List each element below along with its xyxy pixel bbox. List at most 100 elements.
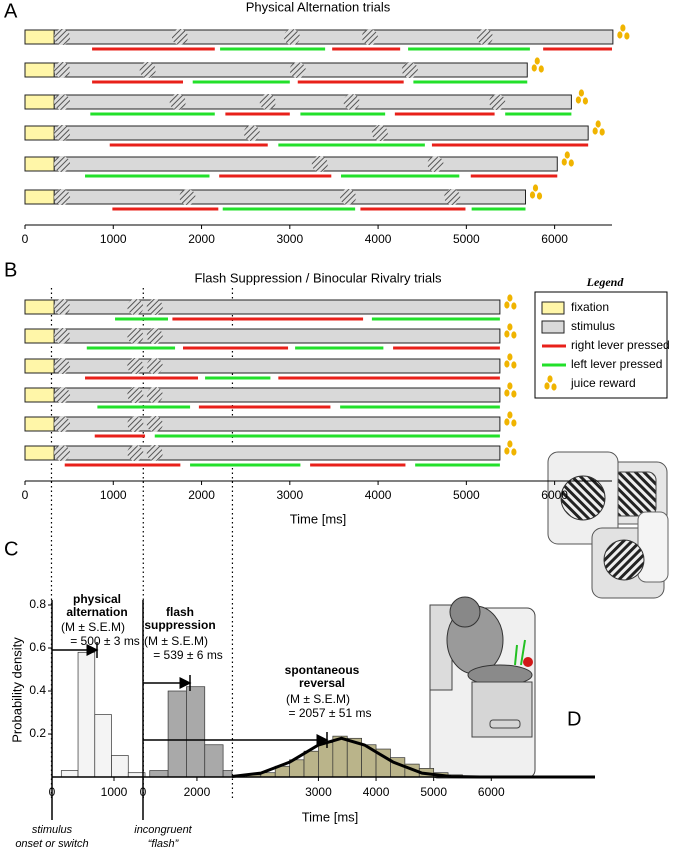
juice-icon bbox=[592, 120, 605, 136]
juice-drop bbox=[531, 64, 537, 72]
juice-drop bbox=[504, 330, 510, 338]
y-tick-label: 0.2 bbox=[29, 726, 46, 740]
switch-marker bbox=[371, 125, 388, 141]
axis-note: stimulus bbox=[32, 824, 73, 836]
juice-drop bbox=[534, 57, 540, 65]
x-tick-label: 4000 bbox=[365, 232, 392, 246]
juice-drop bbox=[529, 191, 536, 199]
annotation-stat: (M ± S.E.M) bbox=[61, 620, 125, 634]
x-tick-label: 0 bbox=[22, 488, 29, 502]
juice-drop bbox=[507, 353, 513, 361]
juice-drop bbox=[511, 302, 517, 310]
y-tick-label: 0.6 bbox=[29, 640, 46, 654]
switch-marker bbox=[146, 328, 163, 344]
fixation-bar bbox=[24, 328, 55, 344]
histogram-bar bbox=[186, 686, 206, 778]
juice-icon bbox=[544, 375, 557, 391]
stimulus-bar bbox=[53, 156, 558, 172]
stimulus-bar bbox=[53, 445, 501, 461]
histogram-bar bbox=[60, 770, 79, 778]
x-tick-label: 3000 bbox=[305, 785, 332, 799]
fixation-bar bbox=[24, 189, 55, 205]
switch-marker bbox=[127, 445, 144, 461]
annotation-stat: (M ± S.E.M) bbox=[144, 634, 208, 648]
x-tick-label: 6000 bbox=[541, 232, 568, 246]
histogram-bar bbox=[204, 744, 224, 778]
switch-marker bbox=[179, 189, 196, 205]
juice-icon bbox=[504, 411, 517, 427]
y-tick-label: 0.4 bbox=[29, 683, 46, 697]
stimulus-bar bbox=[53, 29, 614, 45]
annotation-title: suppression bbox=[144, 618, 215, 632]
x-tick-label: 2000 bbox=[184, 785, 211, 799]
illustration bbox=[429, 451, 669, 779]
juice-drop bbox=[511, 419, 517, 427]
annotation-stat: = 500 ± 3 ms bbox=[70, 634, 140, 648]
switch-marker bbox=[54, 29, 71, 45]
switch-marker bbox=[259, 94, 276, 110]
switch-marker bbox=[146, 445, 163, 461]
stimulus-bar bbox=[53, 416, 501, 432]
juice-drop bbox=[538, 65, 544, 73]
annotation-title: flash bbox=[166, 605, 194, 619]
switch-marker bbox=[54, 416, 71, 432]
switch-marker bbox=[146, 358, 163, 374]
fixation-bar bbox=[24, 358, 55, 374]
x-tick-label: 3000 bbox=[276, 232, 303, 246]
legend-label: stimulus bbox=[571, 319, 615, 333]
histogram-bar bbox=[303, 750, 319, 778]
x-tick-label: 2000 bbox=[188, 488, 215, 502]
stimulus-bar bbox=[53, 387, 501, 403]
switch-marker bbox=[361, 29, 378, 45]
x-axis-label: Time [ms] bbox=[290, 511, 347, 526]
switch-marker bbox=[146, 299, 163, 315]
x-tick-label: 4000 bbox=[365, 488, 392, 502]
legend-label: right lever pressed bbox=[571, 338, 670, 352]
switch-marker bbox=[54, 156, 71, 172]
annotation-title: physical bbox=[73, 592, 121, 606]
stimulus-bar bbox=[53, 125, 589, 141]
panel-letter: C bbox=[4, 538, 18, 560]
juice-drop bbox=[511, 361, 517, 369]
histogram-bar bbox=[77, 651, 96, 778]
juice-drop bbox=[511, 448, 517, 456]
chart-title: Physical Alternation trials bbox=[246, 0, 391, 14]
histogram-bar bbox=[318, 742, 334, 778]
switch-marker bbox=[243, 125, 260, 141]
fixation-bar bbox=[24, 445, 55, 461]
panel-letter: A bbox=[4, 0, 18, 22]
x-tick-label: 6000 bbox=[541, 488, 568, 502]
x-tick-label: 1000 bbox=[100, 232, 127, 246]
juice-drop bbox=[561, 158, 567, 166]
x-tick-label: 5000 bbox=[420, 785, 447, 799]
juice-drop bbox=[507, 382, 513, 390]
switch-marker bbox=[169, 94, 186, 110]
fixation-bar bbox=[24, 62, 55, 78]
switch-marker bbox=[146, 416, 163, 432]
juice-drop bbox=[504, 360, 510, 368]
histogram-bar bbox=[149, 770, 169, 778]
juice-drop bbox=[551, 383, 557, 391]
switch-marker bbox=[127, 299, 144, 315]
switch-marker bbox=[127, 387, 144, 403]
juice-icon bbox=[504, 440, 517, 456]
panel-letter: B bbox=[4, 259, 17, 281]
axis-note: incongruent bbox=[134, 824, 192, 836]
legend-label: fixation bbox=[571, 300, 609, 314]
switch-marker bbox=[444, 189, 461, 205]
juice-drop bbox=[507, 294, 513, 302]
juice-drop bbox=[578, 89, 584, 97]
switch-marker bbox=[171, 29, 188, 45]
x-tick-label: 1000 bbox=[101, 785, 128, 799]
switch-marker bbox=[146, 387, 163, 403]
x-tick-label: 3000 bbox=[276, 488, 303, 502]
legend-title: Legend bbox=[586, 275, 625, 289]
switch-marker bbox=[343, 94, 360, 110]
switch-marker bbox=[340, 189, 357, 205]
switch-marker bbox=[127, 416, 144, 432]
histogram-bar bbox=[111, 755, 129, 778]
juice-drop bbox=[511, 390, 517, 398]
juice-drop bbox=[504, 389, 510, 397]
histogram-bar bbox=[167, 690, 187, 778]
juice-drop bbox=[564, 151, 570, 159]
